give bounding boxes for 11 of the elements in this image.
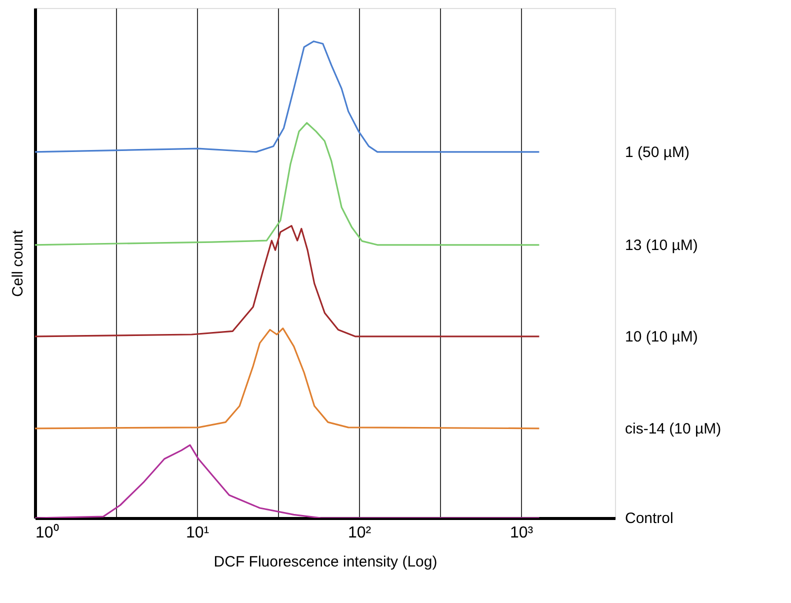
y-axis-title: Cell count — [10, 229, 26, 297]
x-tick-label: 10⁰ — [36, 524, 60, 542]
text: 10 (10 µM) — [625, 328, 698, 346]
text: 13 (10 µM) — [625, 236, 698, 254]
text: Control — [625, 510, 674, 527]
text: 1 (50 µM) — [625, 144, 690, 161]
x-tick-label: 10² — [348, 524, 372, 542]
text: cis-14 (10 µM) — [625, 420, 722, 438]
x-tick-label: 10¹ — [186, 524, 210, 542]
x-axis-title: DCF Fluorescence intensity (Log) — [214, 554, 438, 570]
x-tick-label: 10³ — [510, 524, 534, 542]
